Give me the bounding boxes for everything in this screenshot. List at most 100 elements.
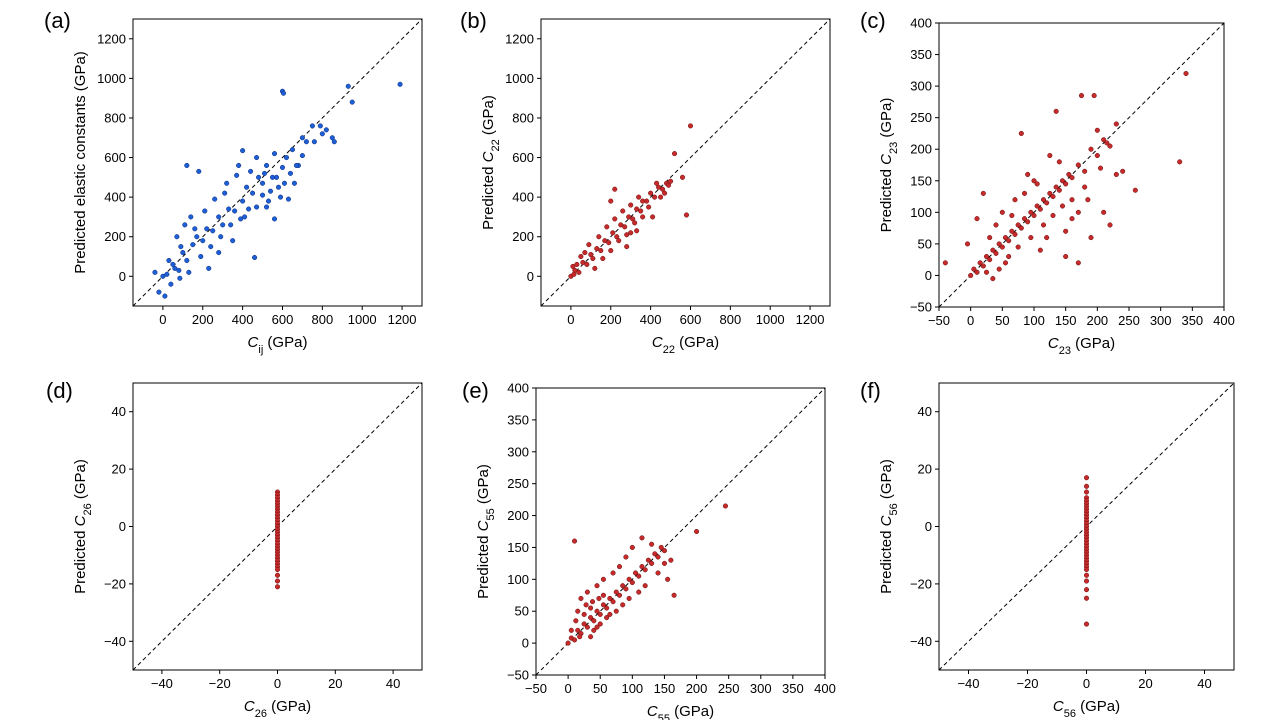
data-point: [596, 595, 602, 602]
data-point: [636, 573, 642, 579]
data-point: [1053, 184, 1059, 190]
data-point: [590, 255, 596, 262]
data-point: [232, 208, 238, 214]
data-point: [156, 289, 162, 295]
data-point: [974, 216, 980, 222]
data-point: [640, 198, 646, 204]
data-point: [1050, 212, 1056, 219]
data-point: [614, 234, 620, 240]
data-point: [1104, 140, 1110, 146]
data-point: [649, 541, 655, 547]
panel-label: (f): [860, 378, 881, 403]
data-point: [1069, 216, 1075, 222]
x-tick-label: 800: [311, 312, 333, 327]
x-tick-label: 250: [718, 681, 740, 696]
data-point: [1047, 152, 1053, 159]
data-point: [610, 570, 616, 576]
data-point: [345, 83, 351, 89]
x-axis-label: C22 (GPa): [652, 334, 719, 356]
data-point: [607, 595, 613, 602]
data-point: [1101, 137, 1107, 143]
data-point: [277, 194, 284, 200]
data-point: [1063, 253, 1069, 260]
data-point: [597, 621, 603, 627]
data-point: [1044, 235, 1050, 241]
data-point: [311, 139, 317, 145]
data-point: [260, 192, 266, 198]
data-point: [604, 615, 610, 621]
x-tick-label: 100: [621, 681, 643, 696]
data-point: [178, 244, 184, 250]
data-point: [642, 583, 648, 589]
plot-frame: [540, 18, 831, 307]
y-tick-label: 50: [515, 604, 529, 619]
x-tick-label: 0: [967, 313, 974, 328]
y-tick-label: 400: [507, 381, 529, 396]
data-point: [575, 627, 581, 633]
data-point: [220, 222, 226, 228]
y-axis-label: Predicted C22 (GPa): [480, 95, 502, 230]
data-point: [980, 190, 986, 196]
data-point: [1009, 228, 1015, 234]
data-point: [607, 611, 613, 617]
data-point: [598, 248, 604, 254]
data-point: [1083, 595, 1090, 601]
data-point: [606, 240, 612, 246]
data-point: [594, 583, 600, 589]
y-tick-label: −50: [910, 300, 932, 315]
data-point: [240, 198, 246, 204]
data-point: [668, 178, 674, 184]
data-point: [1015, 244, 1021, 250]
data-point: [1025, 219, 1031, 225]
x-tick-label: 400: [1213, 313, 1235, 328]
data-point: [650, 214, 656, 220]
data-point: [654, 180, 660, 186]
data-point: [626, 214, 632, 220]
data-point: [1094, 152, 1100, 159]
data-point: [1015, 222, 1021, 228]
x-tick-label: 200: [1086, 313, 1108, 328]
data-point: [1097, 165, 1104, 171]
data-point: [634, 206, 640, 212]
data-point: [638, 208, 644, 214]
data-point: [216, 250, 222, 256]
data-point: [248, 168, 254, 174]
x-tick-label: 0: [564, 681, 571, 696]
data-point: [993, 222, 999, 228]
data-point: [613, 608, 619, 614]
data-point: [1028, 235, 1034, 241]
y-tick-label: 20: [112, 462, 126, 477]
data-point: [687, 123, 694, 129]
data-point: [279, 164, 286, 170]
data-point: [1021, 190, 1028, 196]
data-point: [265, 198, 272, 204]
data-point: [694, 528, 700, 535]
data-point: [319, 131, 325, 137]
y-tick-label: 1200: [505, 31, 534, 46]
data-point: [200, 238, 206, 244]
x-tick-label: 400: [814, 681, 836, 696]
panel-label: (a): [44, 8, 71, 33]
data-point: [1063, 181, 1069, 187]
data-point: [658, 194, 664, 200]
data-point: [591, 618, 597, 624]
data-point: [629, 579, 635, 586]
x-tick-label: 50: [995, 313, 1009, 328]
data-point: [616, 238, 622, 244]
y-tick-label: 400: [512, 190, 534, 205]
data-point: [1044, 200, 1050, 206]
data-point: [1069, 175, 1075, 181]
y-tick-label: 0: [119, 269, 126, 284]
y-axis-label: Predicted elastic constants (GPa): [72, 51, 89, 274]
y-axis-label: Predicted C55 (GPa): [475, 464, 497, 599]
x-tick-label: 400: [232, 312, 254, 327]
data-point: [604, 224, 610, 230]
data-point: [1012, 197, 1018, 203]
data-point: [600, 255, 606, 262]
data-point: [242, 214, 248, 220]
data-point: [588, 634, 594, 640]
data-point: [164, 271, 170, 277]
data-point: [208, 244, 214, 250]
data-point: [1107, 143, 1113, 149]
data-point: [608, 198, 614, 204]
